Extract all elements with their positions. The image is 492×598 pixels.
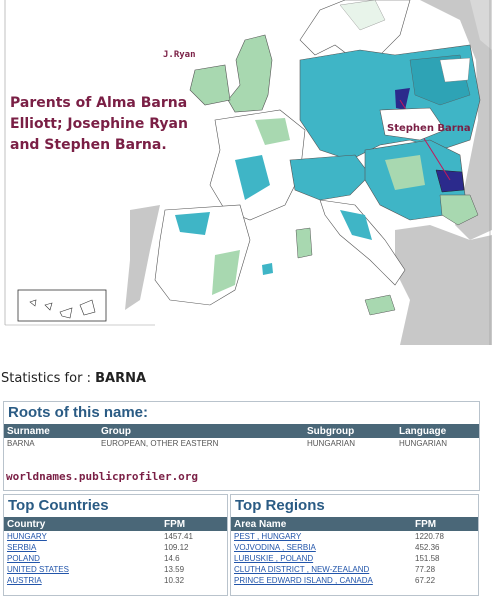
header-surname: Surname — [4, 424, 98, 438]
region-cell: PEST , HUNGARY — [231, 531, 412, 542]
roots-panel: Roots of this name: Surname Group Subgro… — [3, 401, 480, 491]
top-regions-title: Top Regions — [235, 497, 325, 514]
table-row: VOJVODINA , SERBIA 452.36 — [231, 542, 478, 553]
table-row: BARNA EUROPEAN, OTHER EASTERN HUNGARIAN … — [4, 438, 479, 449]
region-cell: LUBUSKIE , POLAND — [231, 553, 412, 564]
site-watermark: worldnames.publicprofiler.org — [6, 470, 199, 483]
label-j-ryan: J.Ryan — [163, 50, 196, 60]
region-cell: PRINCE EDWARD ISLAND , CANADA — [231, 575, 412, 586]
header-fpm: FPM — [412, 517, 478, 531]
fpm-cell: 151.58 — [415, 554, 440, 563]
fpm-cell: 10.32 — [164, 576, 185, 585]
header-language: Language — [396, 424, 479, 438]
top-countries-panel: Top Countries Country FPM HUNGARY 1457.41… — [3, 494, 228, 596]
table-row: UNITED STATES 13.59 — [4, 564, 227, 575]
regions-table: Area Name FPM PEST , HUNGARY 1220.78 VOJV… — [231, 517, 478, 586]
region-link[interactable]: VOJVODINA , SERBIA — [234, 543, 316, 552]
top-regions-panel: Top Regions Area Name FPM PEST , HUNGARY… — [230, 494, 479, 596]
region-cell: CLUTHA DISTRICT , NEW-ZEALAND — [231, 564, 412, 575]
header-group: Group — [98, 424, 304, 438]
country-link[interactable]: UNITED STATES — [7, 565, 69, 574]
country-link[interactable]: HUNGARY — [7, 532, 47, 541]
roots-title: Roots of this name: — [8, 404, 149, 421]
fpm-cell: 1457.41 — [164, 532, 193, 541]
map-caption: Parents of Alma Barna Elliott; Josephine… — [10, 93, 210, 156]
table-row: SERBIA 109.12 — [4, 542, 227, 553]
cell-language: HUNGARIAN — [399, 439, 448, 448]
header-area-name: Area Name — [231, 517, 412, 531]
statistics-prefix: Statistics for : — [1, 371, 91, 386]
fpm-cell: 67.22 — [415, 576, 436, 585]
country-link[interactable]: POLAND — [7, 554, 40, 563]
fpm-cell: 1220.78 — [415, 532, 444, 541]
fpm-cell: 109.12 — [164, 543, 189, 552]
table-row: CLUTHA DISTRICT , NEW-ZEALAND 77.28 — [231, 564, 478, 575]
table-row: PEST , HUNGARY 1220.78 — [231, 531, 478, 542]
roots-table: Surname Group Subgroup Language BARNA EU… — [4, 424, 479, 449]
caption-line-3: and Stephen Barna. — [10, 137, 167, 153]
fpm-cell: 14.6 — [164, 554, 180, 563]
country-link[interactable]: SERBIA — [7, 543, 37, 552]
country-cell: UNITED STATES — [4, 564, 161, 575]
country-cell: AUSTRIA — [4, 575, 161, 586]
cell-surname: BARNA — [7, 439, 35, 448]
country-cell: HUNGARY — [4, 531, 161, 542]
countries-header-row: Country FPM — [4, 517, 227, 531]
cell-group: EUROPEAN, OTHER EASTERN — [101, 439, 219, 448]
statistics-surname: BARNA — [95, 371, 147, 386]
country-cell: POLAND — [4, 553, 161, 564]
regions-header-row: Area Name FPM — [231, 517, 478, 531]
distribution-map — [4, 0, 492, 345]
caption-line-1: Parents of Alma Barna — [10, 95, 188, 111]
roots-header-row: Surname Group Subgroup Language — [4, 424, 479, 438]
table-row: HUNGARY 1457.41 — [4, 531, 227, 542]
countries-table: Country FPM HUNGARY 1457.41 SERBIA 109.12 … — [4, 517, 227, 586]
table-row: AUSTRIA 10.32 — [4, 575, 227, 586]
europe-map-graphic — [4, 0, 492, 345]
region-link[interactable]: PRINCE EDWARD ISLAND , CANADA — [234, 576, 373, 585]
fpm-cell: 77.28 — [415, 565, 436, 574]
table-row: LUBUSKIE , POLAND 151.58 — [231, 553, 478, 564]
table-row: POLAND 14.6 — [4, 553, 227, 564]
table-row: PRINCE EDWARD ISLAND , CANADA 67.22 — [231, 575, 478, 586]
country-link[interactable]: AUSTRIA — [7, 576, 42, 585]
header-fpm: FPM — [161, 517, 227, 531]
label-stephen-barna: Stephen Barna — [387, 123, 471, 134]
fpm-cell: 13.59 — [164, 565, 185, 574]
region-link[interactable]: CLUTHA DISTRICT , NEW-ZEALAND — [234, 565, 370, 574]
cell-subgroup: HUNGARIAN — [307, 439, 356, 448]
statistics-heading: Statistics for : BARNA — [1, 371, 146, 386]
region-link[interactable]: LUBUSKIE , POLAND — [234, 554, 314, 563]
region-cell: VOJVODINA , SERBIA — [231, 542, 412, 553]
header-subgroup: Subgroup — [304, 424, 396, 438]
top-countries-title: Top Countries — [8, 497, 109, 514]
country-cell: SERBIA — [4, 542, 161, 553]
fpm-cell: 452.36 — [415, 543, 440, 552]
caption-line-2: Elliott; Josephine Ryan — [10, 116, 188, 132]
header-country: Country — [4, 517, 161, 531]
region-link[interactable]: PEST , HUNGARY — [234, 532, 302, 541]
